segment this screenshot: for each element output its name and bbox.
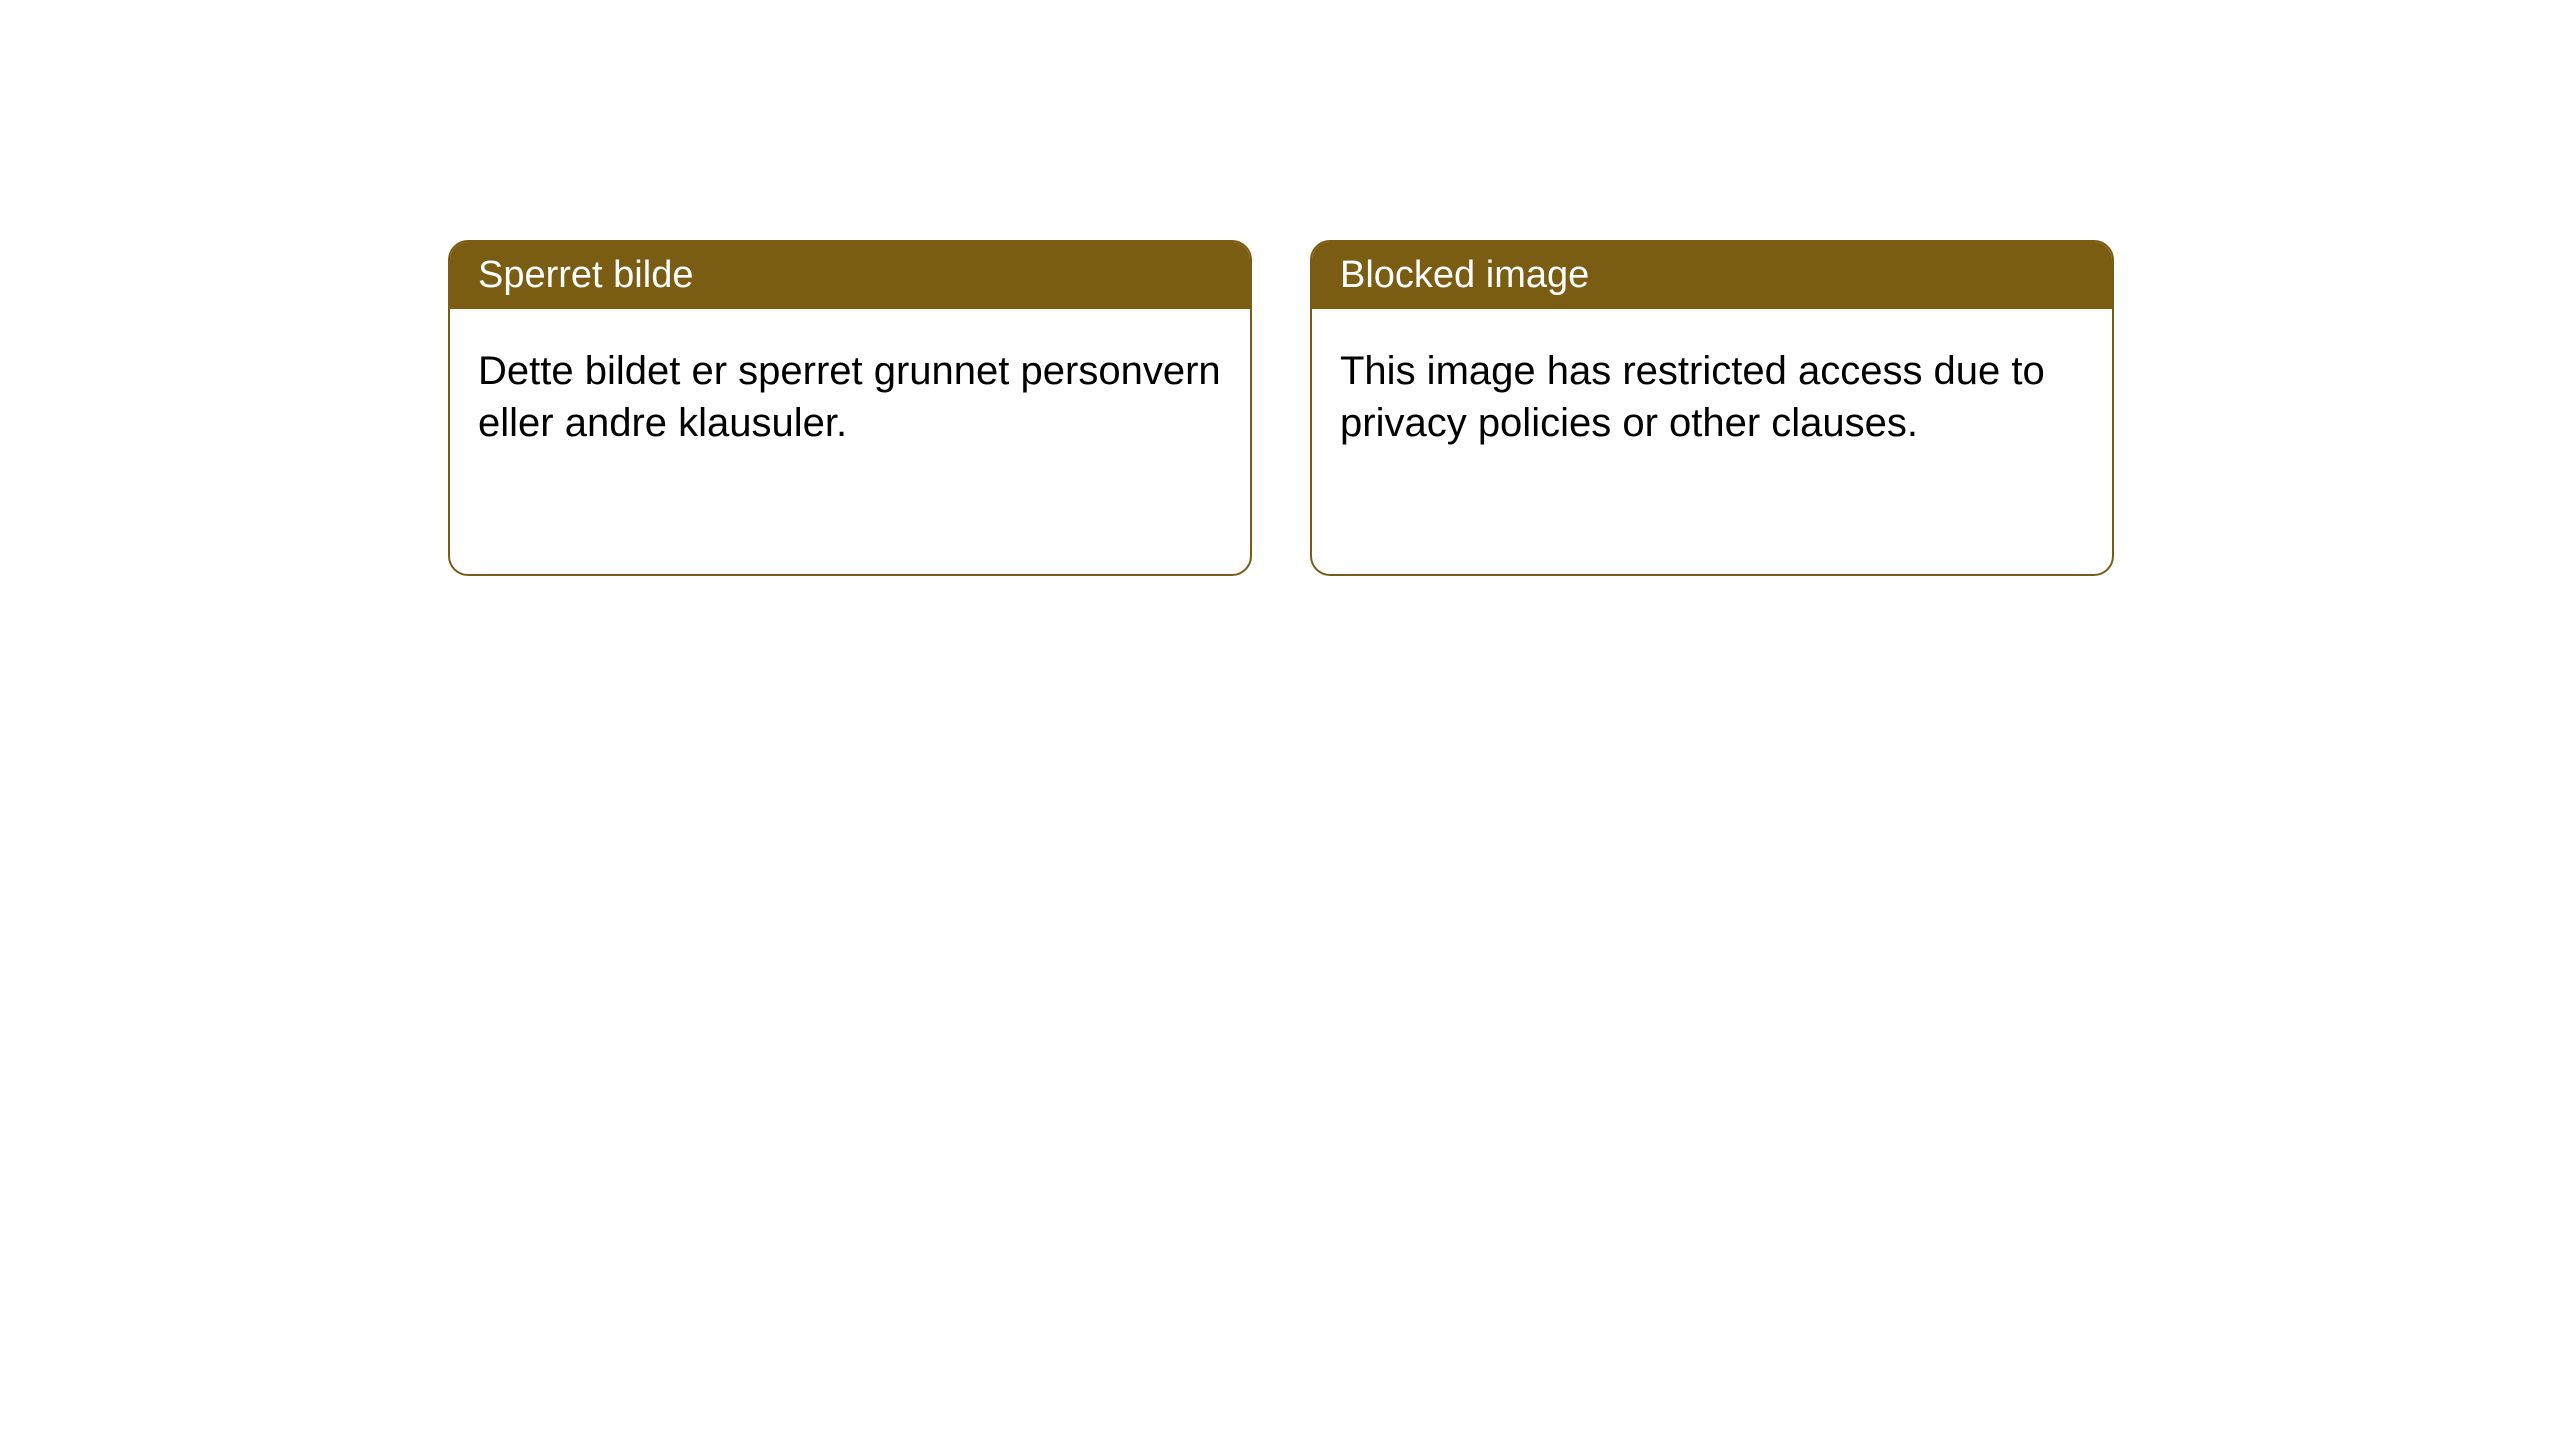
card-body: Dette bildet er sperret grunnet personve… <box>450 309 1250 485</box>
card-title: Blocked image <box>1340 254 1589 296</box>
blocked-image-card-norwegian: Sperret bilde Dette bildet er sperret gr… <box>448 240 1252 576</box>
card-header: Blocked image <box>1312 242 2112 309</box>
card-body-text: This image has restricted access due to … <box>1340 349 2045 445</box>
card-header: Sperret bilde <box>450 242 1250 309</box>
card-body: This image has restricted access due to … <box>1312 309 2112 485</box>
blocked-image-card-english: Blocked image This image has restricted … <box>1310 240 2114 576</box>
card-body-text: Dette bildet er sperret grunnet personve… <box>478 349 1221 445</box>
card-title: Sperret bilde <box>478 254 693 296</box>
notice-container: Sperret bilde Dette bildet er sperret gr… <box>0 0 2560 576</box>
